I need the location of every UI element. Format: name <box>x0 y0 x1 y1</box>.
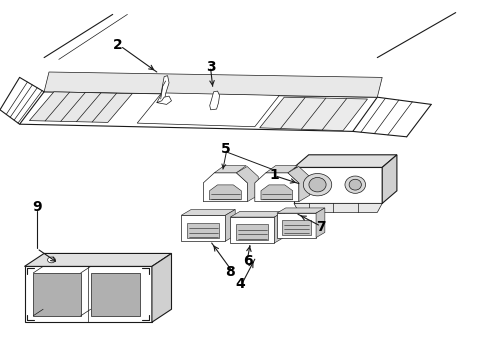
Text: 1: 1 <box>270 168 279 181</box>
Polygon shape <box>210 185 241 200</box>
Polygon shape <box>282 220 311 235</box>
Polygon shape <box>294 155 397 167</box>
Polygon shape <box>210 91 220 110</box>
Polygon shape <box>20 92 377 131</box>
Polygon shape <box>382 155 397 203</box>
Polygon shape <box>261 185 293 200</box>
Polygon shape <box>288 166 310 202</box>
Circle shape <box>48 257 55 263</box>
Polygon shape <box>188 222 219 238</box>
Polygon shape <box>137 93 279 127</box>
Polygon shape <box>24 253 172 266</box>
Polygon shape <box>181 215 225 241</box>
Text: 5: 5 <box>220 143 230 156</box>
Text: 9: 9 <box>32 200 42 214</box>
Polygon shape <box>274 211 284 243</box>
Polygon shape <box>215 166 246 173</box>
Text: 4: 4 <box>235 278 245 291</box>
Polygon shape <box>181 210 235 215</box>
Text: 3: 3 <box>206 60 216 73</box>
Polygon shape <box>44 72 382 97</box>
Polygon shape <box>237 166 258 202</box>
Polygon shape <box>316 208 325 238</box>
Polygon shape <box>230 217 274 243</box>
Polygon shape <box>294 167 382 203</box>
Ellipse shape <box>349 179 362 190</box>
Text: 2: 2 <box>113 38 122 52</box>
Polygon shape <box>277 213 316 238</box>
Polygon shape <box>260 97 368 131</box>
Polygon shape <box>157 96 172 104</box>
Polygon shape <box>91 273 140 316</box>
Polygon shape <box>152 253 172 322</box>
Polygon shape <box>277 208 325 213</box>
Polygon shape <box>230 211 284 217</box>
Polygon shape <box>255 173 299 202</box>
Text: 6: 6 <box>243 254 252 268</box>
Polygon shape <box>29 92 132 122</box>
Polygon shape <box>225 210 235 241</box>
Text: 8: 8 <box>225 265 235 279</box>
Ellipse shape <box>303 174 332 196</box>
Polygon shape <box>294 203 382 212</box>
Polygon shape <box>157 76 169 103</box>
Polygon shape <box>33 273 81 316</box>
Text: 7: 7 <box>316 220 326 234</box>
Polygon shape <box>24 266 152 322</box>
Ellipse shape <box>345 176 366 193</box>
Polygon shape <box>203 173 247 202</box>
Polygon shape <box>237 224 268 240</box>
Ellipse shape <box>309 177 326 192</box>
Polygon shape <box>266 166 297 173</box>
